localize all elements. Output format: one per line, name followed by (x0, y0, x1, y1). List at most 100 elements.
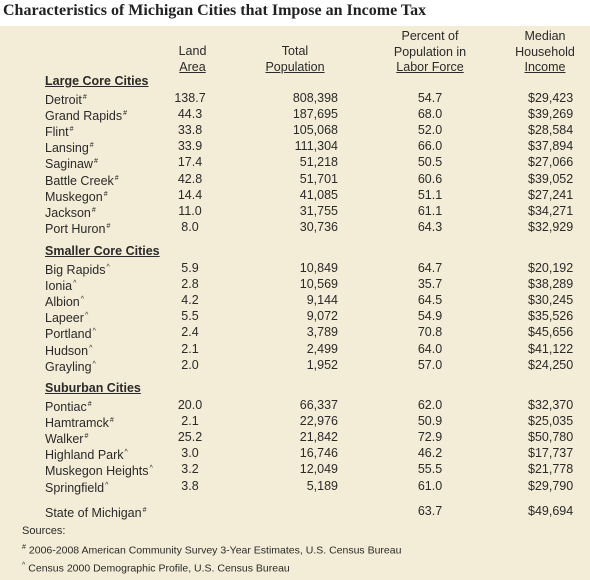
population-cell: 1,952 (306, 357, 338, 372)
source-mark: # (82, 94, 87, 101)
table-row: Saginaw# 17.4 51,218 50.5 $27,066 (0, 154, 590, 172)
median-income-cell: $20,192 (528, 261, 574, 275)
table-row: Grayling^ 2.0 1,952 57.0 $24,250 (0, 357, 590, 375)
population-cell: 3,789 (306, 325, 338, 340)
city-name: Muskegon (45, 189, 103, 204)
city-name: Albion (45, 295, 80, 310)
header-inc-line2: Household (515, 44, 575, 59)
land-area-cell: 14.4 (177, 187, 203, 202)
city-name-cell: Jackson# (45, 203, 96, 221)
table-row: Walker# 25.2 21,842 72.9 $50,780 (0, 429, 590, 447)
title-bar: Characteristics of Michigan Cities that … (0, 0, 590, 26)
table-row: Hamtramck# 2.1 22,976 50.9 $25,035 (0, 413, 590, 430)
population-cell: 16,746 (299, 446, 338, 461)
land-area-cell: 44.3 (177, 107, 203, 122)
header-land-line2: Area (179, 59, 206, 74)
land-area-cell: 4.2 (181, 293, 199, 308)
table-row: Ionia^ 2.8 10,569 35.7 $38,289 (0, 276, 590, 293)
land-area-cell: 3.0 (181, 446, 199, 461)
median-income-cell: $39,052 (528, 171, 574, 186)
header-pct-line2: Population in (393, 44, 467, 59)
city-name-cell: Lansing# (45, 138, 94, 156)
population-cell: 5,189 (306, 478, 338, 493)
city-name: Lansing (45, 141, 89, 156)
median-income-cell: $28,584 (528, 123, 574, 138)
population-cell: 31,755 (299, 203, 338, 218)
city-name: Flint (45, 125, 69, 140)
labor-force-cell: 52.0 (417, 123, 443, 138)
labor-force-cell: 70.8 (417, 325, 443, 340)
source-mark: ^ (73, 280, 77, 288)
table-row: Springfield^ 3.8 5,189 61.0 $29,790 (0, 478, 590, 495)
header-total-population: Total Population (250, 44, 340, 75)
labor-force-cell: 55.5 (417, 462, 443, 477)
table-row: State of Michigan# 63.7 $49,694 (0, 503, 590, 520)
header-pop-line1: Total (281, 44, 309, 58)
source-mark: ^ (124, 449, 128, 457)
labor-force-cell: 51.1 (417, 187, 443, 202)
land-area-cell: 2.4 (181, 325, 199, 340)
section-heading: Suburban Cities (45, 381, 141, 395)
median-income-cell: $29,790 (528, 478, 574, 493)
city-name-cell: Walker# (45, 429, 88, 447)
source-mark: ^ (105, 481, 109, 489)
header-land-area: Land Area (170, 44, 215, 75)
page-title: Characteristics of Michigan Cities that … (3, 2, 427, 19)
source-note-mark: ^ (22, 562, 26, 569)
labor-force-cell: 66.0 (417, 139, 443, 154)
source-mark: # (89, 142, 94, 150)
city-name: Grand Rapids (45, 109, 123, 124)
median-income-cell: $39,269 (528, 107, 574, 122)
source-mark: # (103, 190, 108, 198)
city-name-cell: Grayling^ (45, 357, 96, 375)
population-cell: 2,499 (306, 341, 338, 356)
section-heading: Smaller Core Cities (45, 244, 160, 258)
population-cell: 12,049 (299, 462, 338, 477)
source-mark: # (93, 158, 98, 166)
table-row: Grand Rapids# 44.3 187,695 68.0 $39,269 (0, 106, 590, 124)
city-name-cell: Big Rapids^ (45, 260, 110, 278)
header-pct-line1: Percent of (401, 29, 459, 43)
city-name-cell: Albion^ (45, 292, 84, 310)
population-cell: 9,072 (306, 309, 338, 324)
header-percent-labor: Percent of Population in Labor Force (380, 29, 480, 76)
city-name-cell: Pontiac# (45, 397, 92, 415)
city-name-cell: Hudson^ (45, 341, 92, 359)
land-area-cell: 2.8 (181, 277, 199, 292)
labor-force-cell: 46.2 (417, 446, 443, 461)
land-area-cell: 33.8 (177, 123, 203, 138)
median-income-cell: $25,035 (528, 414, 574, 429)
population-cell: 10,569 (299, 277, 338, 292)
table-row: Flint# 33.8 105,068 52.0 $28,584 (0, 122, 590, 140)
median-income-cell: $34,271 (528, 203, 574, 218)
header-pop-line2: Population (265, 59, 325, 74)
labor-force-cell: 64.7 (417, 261, 443, 275)
land-area-cell: 5.9 (181, 261, 199, 275)
section-heading: Large Core Cities (45, 74, 149, 88)
city-name: Pontiac (45, 400, 87, 415)
city-name-cell: Portland^ (45, 324, 96, 342)
city-name: Lapeer (45, 311, 84, 326)
labor-force-cell: 72.9 (417, 430, 443, 445)
median-income-cell: $38,289 (528, 277, 574, 292)
source-mark: # (123, 110, 128, 118)
population-cell: 9,144 (306, 293, 338, 308)
table-row: Big Rapids^ 5.9 10,849 64.7 $20,192 (0, 260, 590, 278)
table-row: Detroit# 138.7 808,398 54.7 $29,423 (0, 90, 590, 107)
land-area-cell: 2.0 (181, 357, 199, 372)
city-name: Big Rapids (45, 263, 106, 278)
labor-force-cell: 64.0 (417, 341, 443, 356)
source-mark: ^ (89, 344, 93, 352)
city-name: Grayling (45, 359, 92, 374)
median-income-cell: $17,737 (528, 446, 574, 461)
land-area-cell: 2.1 (181, 414, 199, 429)
city-name: Battle Creek (45, 173, 114, 188)
city-name-cell: Saginaw# (45, 154, 98, 172)
source-mark: ^ (106, 264, 110, 271)
source-mark: # (69, 126, 74, 134)
land-area-cell: 8.0 (181, 219, 199, 234)
population-cell: 187,695 (292, 107, 338, 122)
median-income-cell: $35,526 (528, 309, 574, 324)
table-panel (0, 26, 590, 580)
table-row: Battle Creek# 42.8 51,701 60.6 $39,052 (0, 171, 590, 188)
